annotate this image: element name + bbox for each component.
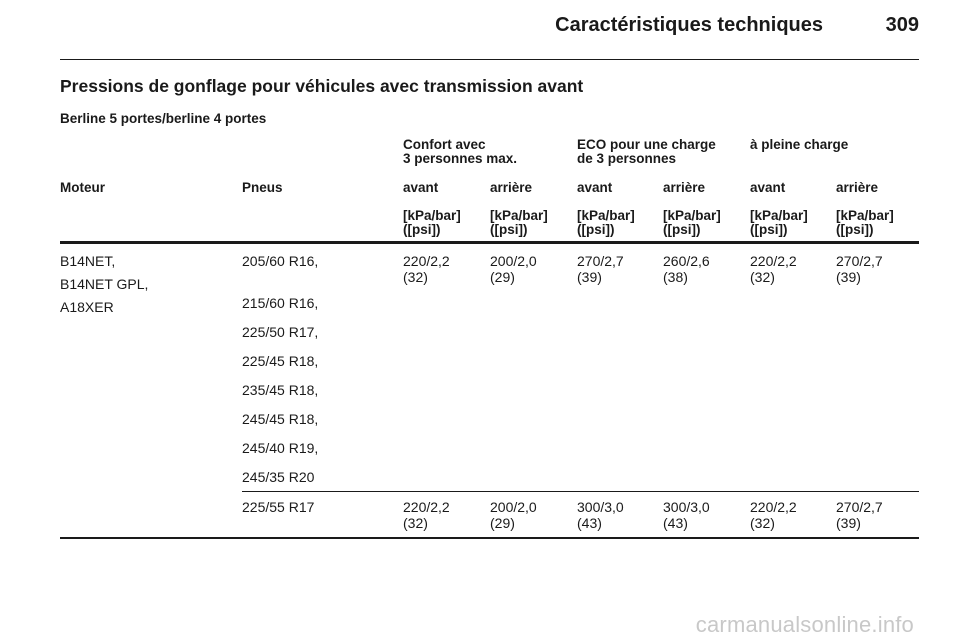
pressure-psi: (43) — [577, 515, 602, 531]
pressure-value: 220/2,2 (32) — [750, 253, 797, 285]
pressure-psi: (39) — [836, 269, 861, 285]
pressure-psi: (32) — [750, 515, 775, 531]
tire-size: 245/45 R18, — [242, 411, 319, 427]
pressure-value: 270/2,7 (39) — [836, 499, 883, 531]
tire-size: 225/45 R18, — [242, 353, 319, 369]
pressure-psi: (29) — [490, 269, 515, 285]
unit-line: ([psi]) — [836, 222, 874, 237]
row-divider — [242, 491, 919, 492]
engine-label: A18XER — [60, 299, 114, 315]
unit-header: [kPa/bar] ([psi]) — [836, 209, 894, 237]
column-header-arriere: arrière — [663, 180, 706, 195]
pressure-kpa-bar: 270/2,7 — [577, 253, 624, 269]
unit-line: ([psi]) — [750, 222, 788, 237]
page-header-title: Caractéristiques techniques — [555, 14, 823, 36]
sub-title: Berline 5 portes/berline 4 portes — [60, 111, 267, 126]
tire-size: 225/50 R17, — [242, 324, 319, 340]
pressure-value: 220/2,2 (32) — [750, 499, 797, 531]
section-title: Pressions de gonflage pour véhicules ave… — [60, 76, 584, 96]
unit-header: [kPa/bar] ([psi]) — [403, 209, 461, 237]
pressure-value: 220/2,2 (32) — [403, 253, 450, 285]
pressure-value: 300/3,0 (43) — [577, 499, 624, 531]
pressure-kpa-bar: 300/3,0 — [577, 499, 624, 515]
unit-header: [kPa/bar] ([psi]) — [577, 209, 635, 237]
unit-line: [kPa/bar] — [490, 208, 548, 223]
unit-line: [kPa/bar] — [836, 208, 894, 223]
pressure-kpa-bar: 270/2,7 — [836, 499, 883, 515]
group-header-line: Confort avec — [403, 137, 486, 152]
pressure-kpa-bar: 220/2,2 — [403, 253, 450, 269]
column-header-avant: avant — [403, 180, 439, 195]
pressure-value: 300/3,0 (43) — [663, 499, 710, 531]
tire-size: 245/40 R19, — [242, 440, 319, 456]
column-header-arriere: arrière — [836, 180, 879, 195]
pressure-psi: (32) — [403, 515, 428, 531]
engine-label: B14NET GPL, — [60, 276, 149, 292]
unit-line: ([psi]) — [577, 222, 615, 237]
column-header-arriere: arrière — [490, 180, 533, 195]
pressure-psi: (43) — [663, 515, 688, 531]
group-header-comfort: Confort avec 3 personnes max. — [403, 138, 517, 166]
table-header-rule — [60, 241, 919, 244]
pressure-psi: (39) — [577, 269, 602, 285]
pressure-psi: (29) — [490, 515, 515, 531]
table-bottom-rule — [60, 537, 919, 539]
column-header-pneus: Pneus — [242, 180, 283, 195]
pressure-kpa-bar: 270/2,7 — [836, 253, 883, 269]
group-header-eco: ECO pour une charge de 3 personnes — [577, 138, 716, 166]
watermark: carmanualsonline.info — [695, 612, 914, 637]
pressure-value: 270/2,7 (39) — [577, 253, 624, 285]
tire-size: 225/55 R17 — [242, 499, 315, 515]
pressure-kpa-bar: 220/2,2 — [403, 499, 450, 515]
column-header-avant: avant — [750, 180, 786, 195]
pressure-value: 260/2,6 (38) — [663, 253, 710, 285]
tire-size: 215/60 R16, — [242, 295, 319, 311]
unit-header: [kPa/bar] ([psi]) — [663, 209, 721, 237]
group-header-line: de 3 personnes — [577, 151, 677, 166]
page-number: 309 — [885, 14, 919, 36]
group-header-full-load: à pleine charge — [750, 138, 848, 152]
unit-line: [kPa/bar] — [750, 208, 808, 223]
pressure-kpa-bar: 260/2,6 — [663, 253, 710, 269]
pressure-kpa-bar: 300/3,0 — [663, 499, 710, 515]
header-divider — [60, 59, 919, 60]
pressure-value: 200/2,0 (29) — [490, 499, 537, 531]
pressure-value: 270/2,7 (39) — [836, 253, 883, 285]
unit-line: [kPa/bar] — [403, 208, 461, 223]
pressure-kpa-bar: 200/2,0 — [490, 499, 537, 515]
tire-size: 205/60 R16, — [242, 253, 319, 269]
group-header-line: 3 personnes max. — [403, 151, 518, 166]
group-header-line: ECO pour une charge — [577, 137, 716, 152]
pressure-psi: (32) — [750, 269, 775, 285]
pressure-kpa-bar: 200/2,0 — [490, 253, 537, 269]
tire-size: 245/35 R20 — [242, 469, 315, 485]
unit-line: [kPa/bar] — [663, 208, 721, 223]
unit-header: [kPa/bar] ([psi]) — [750, 209, 808, 237]
column-header-moteur: Moteur — [60, 180, 105, 195]
pressure-value: 200/2,0 (29) — [490, 253, 537, 285]
pressure-psi: (39) — [836, 515, 861, 531]
engine-label: B14NET, — [60, 253, 116, 269]
unit-header: [kPa/bar] ([psi]) — [490, 209, 548, 237]
unit-line: ([psi]) — [403, 222, 441, 237]
unit-line: [kPa/bar] — [577, 208, 635, 223]
pressure-kpa-bar: 220/2,2 — [750, 499, 797, 515]
pressure-value: 220/2,2 (32) — [403, 499, 450, 531]
pressure-psi: (38) — [663, 269, 688, 285]
unit-line: ([psi]) — [490, 222, 528, 237]
pressure-psi: (32) — [403, 269, 428, 285]
tire-size: 235/45 R18, — [242, 382, 319, 398]
unit-line: ([psi]) — [663, 222, 701, 237]
pressure-kpa-bar: 220/2,2 — [750, 253, 797, 269]
column-header-avant: avant — [577, 180, 613, 195]
group-header-line: à pleine charge — [750, 137, 849, 152]
